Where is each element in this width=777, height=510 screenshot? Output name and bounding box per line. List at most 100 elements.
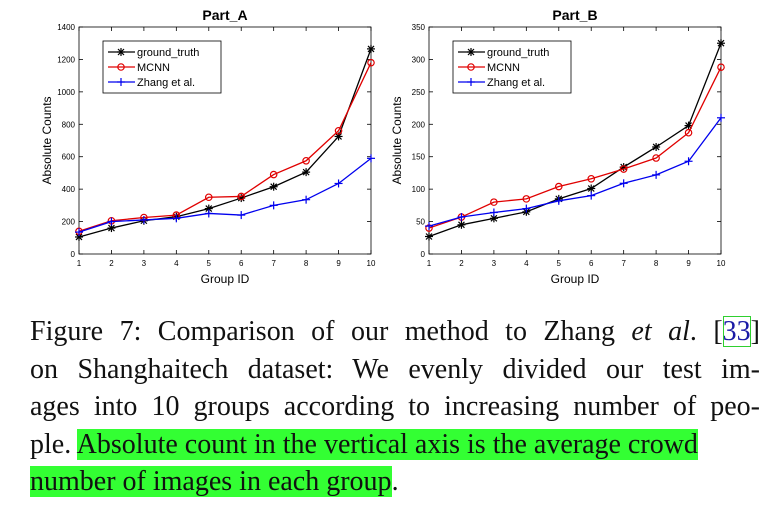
x-tick-label: 5 — [207, 259, 212, 268]
citation-link[interactable]: 33 — [722, 316, 751, 347]
series-line — [78, 48, 372, 238]
data-point — [652, 142, 661, 151]
data-point — [489, 208, 498, 217]
data-point — [237, 211, 246, 220]
series-line — [428, 42, 722, 238]
data-point — [717, 39, 725, 48]
y-tick-label: 0 — [71, 250, 76, 259]
y-tick-label: 150 — [412, 153, 426, 162]
data-point — [619, 179, 628, 188]
data-point — [717, 113, 725, 122]
x-tick-label: 6 — [589, 259, 594, 268]
legend-label: Zhang et al. — [487, 77, 545, 89]
data-point — [269, 182, 278, 191]
data-point — [107, 217, 116, 226]
x-tick-label: 3 — [142, 259, 147, 268]
data-point — [684, 157, 693, 166]
caption-etal: et al — [631, 316, 690, 347]
y-tick-label: 200 — [62, 218, 76, 227]
x-tick-label: 9 — [686, 259, 691, 268]
series-line — [428, 117, 722, 227]
data-point — [302, 168, 311, 177]
x-tick-label: 2 — [109, 259, 114, 268]
data-point — [367, 44, 375, 53]
legend-marker — [467, 48, 475, 56]
data-point — [334, 126, 343, 135]
caption-line-5: number of images in each group. — [30, 466, 399, 497]
data-point — [75, 232, 83, 241]
x-tick-label: 9 — [336, 259, 341, 268]
y-axis-label: Absolute Counts — [390, 96, 404, 184]
y-axis-label: Absolute Counts — [40, 96, 54, 184]
y-tick-label: 0 — [421, 250, 426, 259]
x-tick-label: 6 — [239, 259, 244, 268]
series-zhang-et-al- — [425, 113, 725, 231]
x-tick-label: 1 — [427, 259, 432, 268]
x-tick-label: 7 — [621, 259, 626, 268]
chart-part-b: Part_B 0 50 100 150 200 250 300 350 1 2 3 4 5 6 7 8 9 10 Gr… — [388, 0, 777, 300]
data-point — [522, 195, 531, 203]
chart-part-b-svg: Part_B 0 50 100 150 200 250 300 350 1 2 3 4 5 6 7 8 9 10 Gr… — [390, 7, 726, 286]
y-tick-label: 800 — [62, 120, 76, 129]
data-point — [204, 209, 213, 218]
legend-label: MCNN — [137, 62, 170, 74]
data-point — [587, 191, 596, 200]
data-point — [367, 154, 375, 163]
data-point — [425, 232, 433, 241]
y-tick-label: 1400 — [57, 23, 75, 32]
legend: ground_truth MCNN Zhang et al. — [452, 40, 572, 94]
series-zhang-et-al- — [75, 154, 375, 237]
y-tick-label: 50 — [416, 218, 425, 227]
data-point — [490, 198, 498, 206]
legend: ground_truth MCNN Zhang et al. — [102, 40, 222, 94]
legend-marker — [117, 63, 125, 71]
highlight-text-2: number of images in each group — [30, 466, 392, 497]
x-axis-label: Group ID — [201, 272, 250, 286]
chart-title: Part_A — [202, 7, 247, 23]
data-point — [619, 165, 628, 173]
chart-title: Part_B — [552, 7, 597, 23]
data-point — [684, 121, 693, 130]
data-point — [652, 154, 660, 162]
data-point — [237, 192, 246, 201]
legend-marker — [117, 78, 125, 86]
data-point — [334, 179, 343, 188]
data-point — [554, 196, 563, 205]
data-point — [302, 156, 310, 165]
legend-marker — [117, 48, 125, 56]
data-point — [269, 170, 278, 179]
caption-line-4: ple. Absolute count in the vertical axis… — [30, 428, 698, 460]
data-point — [522, 204, 531, 213]
x-tick-label: 10 — [717, 259, 726, 268]
y-tick-label: 1000 — [57, 88, 75, 97]
data-point — [425, 222, 433, 231]
x-tick-label: 4 — [524, 259, 529, 268]
legend-label: MCNN — [487, 62, 520, 74]
data-point — [75, 228, 83, 237]
x-tick-label: 1 — [77, 259, 82, 268]
legend-label: ground_truth — [137, 47, 199, 59]
y-tick-label: 1200 — [57, 55, 75, 64]
chart-part-a: Part_A 0 200 400 600 800 1000 1200 1400 1 2 3 4 5 6 7 8 9… — [0, 0, 388, 300]
x-tick-label: 5 — [557, 259, 562, 268]
data-point — [269, 201, 278, 210]
figure-caption: Figure 7: Comparison of our method to Zh… — [30, 313, 760, 501]
caption-line-2: on Shanghaitech dataset: We evenly divid… — [30, 353, 760, 385]
x-tick-label: 7 — [271, 259, 276, 268]
y-tick-label: 600 — [62, 153, 76, 162]
data-point — [302, 195, 311, 204]
x-tick-label: 4 — [174, 259, 179, 268]
data-point — [652, 170, 661, 179]
legend-label: Zhang et al. — [137, 77, 195, 89]
caption-line-1: Figure 7: Comparison of our method to Zh… — [30, 316, 760, 347]
y-tick-label: 100 — [412, 185, 426, 194]
x-axis-label: Group ID — [551, 272, 600, 286]
series-line — [78, 157, 372, 233]
data-point — [457, 220, 466, 229]
y-tick-label: 350 — [412, 23, 426, 32]
series-line — [428, 66, 722, 229]
chart-part-a-svg: Part_A 0 200 400 600 800 1000 1200 1400 1 2 3 4 5 6 7 8 9… — [40, 7, 376, 286]
data-point — [554, 182, 563, 191]
data-point — [457, 213, 466, 222]
x-tick-label: 3 — [492, 259, 497, 268]
